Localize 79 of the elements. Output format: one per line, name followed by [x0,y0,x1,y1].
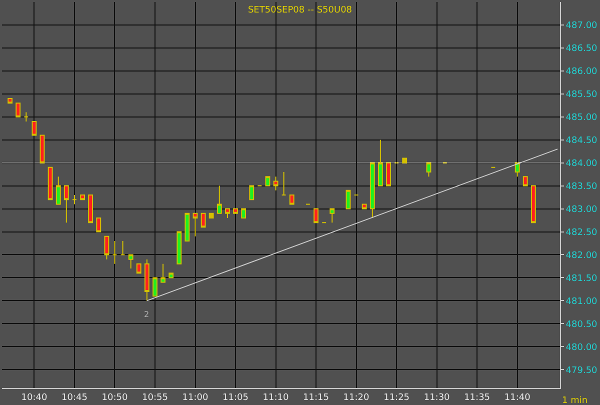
y-tick-label: 484.50 [566,136,598,146]
y-tick-label: 479.50 [566,366,598,376]
candlestick [241,208,246,218]
y-tick-label: 481.00 [566,296,598,307]
candlestick [8,98,13,104]
candlestick [426,162,432,178]
candlestick [48,166,53,200]
candlestick [104,236,110,260]
y-tick-label: 484.00 [566,158,598,169]
candlestick [249,185,254,200]
candlestick [72,194,77,205]
candlestick [200,212,206,228]
x-tick-label: 11:10 [262,392,290,403]
y-tick-label: 480.00 [566,342,598,353]
candlestick [136,263,142,274]
candlestick [120,240,126,256]
candlestick [314,208,318,224]
candlestick [40,134,45,164]
candlestick [32,120,37,136]
annotation: 2 [144,310,150,319]
candlestick [16,102,21,118]
x-tick-label: 11:00 [182,392,208,403]
candlestick [281,172,286,196]
candlestick [378,139,383,186]
x-tick-label: 11:05 [222,392,248,403]
candlestick [64,185,69,224]
candlestick [370,162,375,218]
candlestick [144,258,150,302]
candlestick [56,176,61,205]
candlestick [152,277,158,297]
text: 1 min [562,396,588,405]
candlestick [216,185,222,214]
y-tick-label: 483.50 [566,182,598,192]
candlestick [289,194,294,205]
candlestick [522,176,528,186]
chart-title: SET50SEP08 -- S50U08 [248,5,352,16]
candlestick [88,194,94,224]
x-tick-label: 11:15 [303,392,329,403]
candlestick [265,176,270,186]
x-tick-label: 11:25 [384,392,410,403]
candlestick [168,272,174,278]
candlestick [362,204,367,210]
candlestick [530,185,536,224]
candlestick [192,212,198,237]
x-tick-label: 10:40 [21,392,48,403]
candlestick [514,162,520,178]
candlestick [402,158,408,164]
candlestick [225,208,230,218]
candlestick [128,254,134,270]
y-tick-label: 480.50 [566,320,598,330]
y-tick-label: 486.50 [566,44,598,54]
x-tick-label: 11:30 [424,392,450,403]
candlestick [386,162,391,186]
y-tick-label: 487.00 [566,21,598,32]
y-tick-label: 483.00 [566,204,598,215]
x-tick-label: 10:45 [62,392,88,403]
candlestick [160,263,166,283]
y-tick-label: 482.50 [566,228,598,238]
x-tick-label: 11:20 [343,392,370,403]
candlestick [330,208,335,224]
candlestick [96,217,102,232]
candlestick [273,176,278,191]
x-tick-label: 11:35 [464,392,490,403]
candlestick [233,208,238,214]
candlestick [24,112,29,122]
candlestick [176,231,182,264]
candlestick [208,212,214,218]
y-tick-label: 481.50 [566,274,598,284]
x-tick-label: 10:55 [142,392,168,403]
x-tick-label: 10:50 [102,392,128,403]
y-tick-label: 482.00 [566,250,598,261]
y-tick-label: 485.50 [566,90,598,100]
candlestick [346,190,351,210]
y-tick-label: 486.00 [566,67,598,78]
x-tick-label: 11:40 [504,392,531,403]
candlestick [184,212,190,242]
y-tick-label: 485.00 [566,113,598,124]
candlestick [112,240,118,264]
candlestick [80,194,85,200]
